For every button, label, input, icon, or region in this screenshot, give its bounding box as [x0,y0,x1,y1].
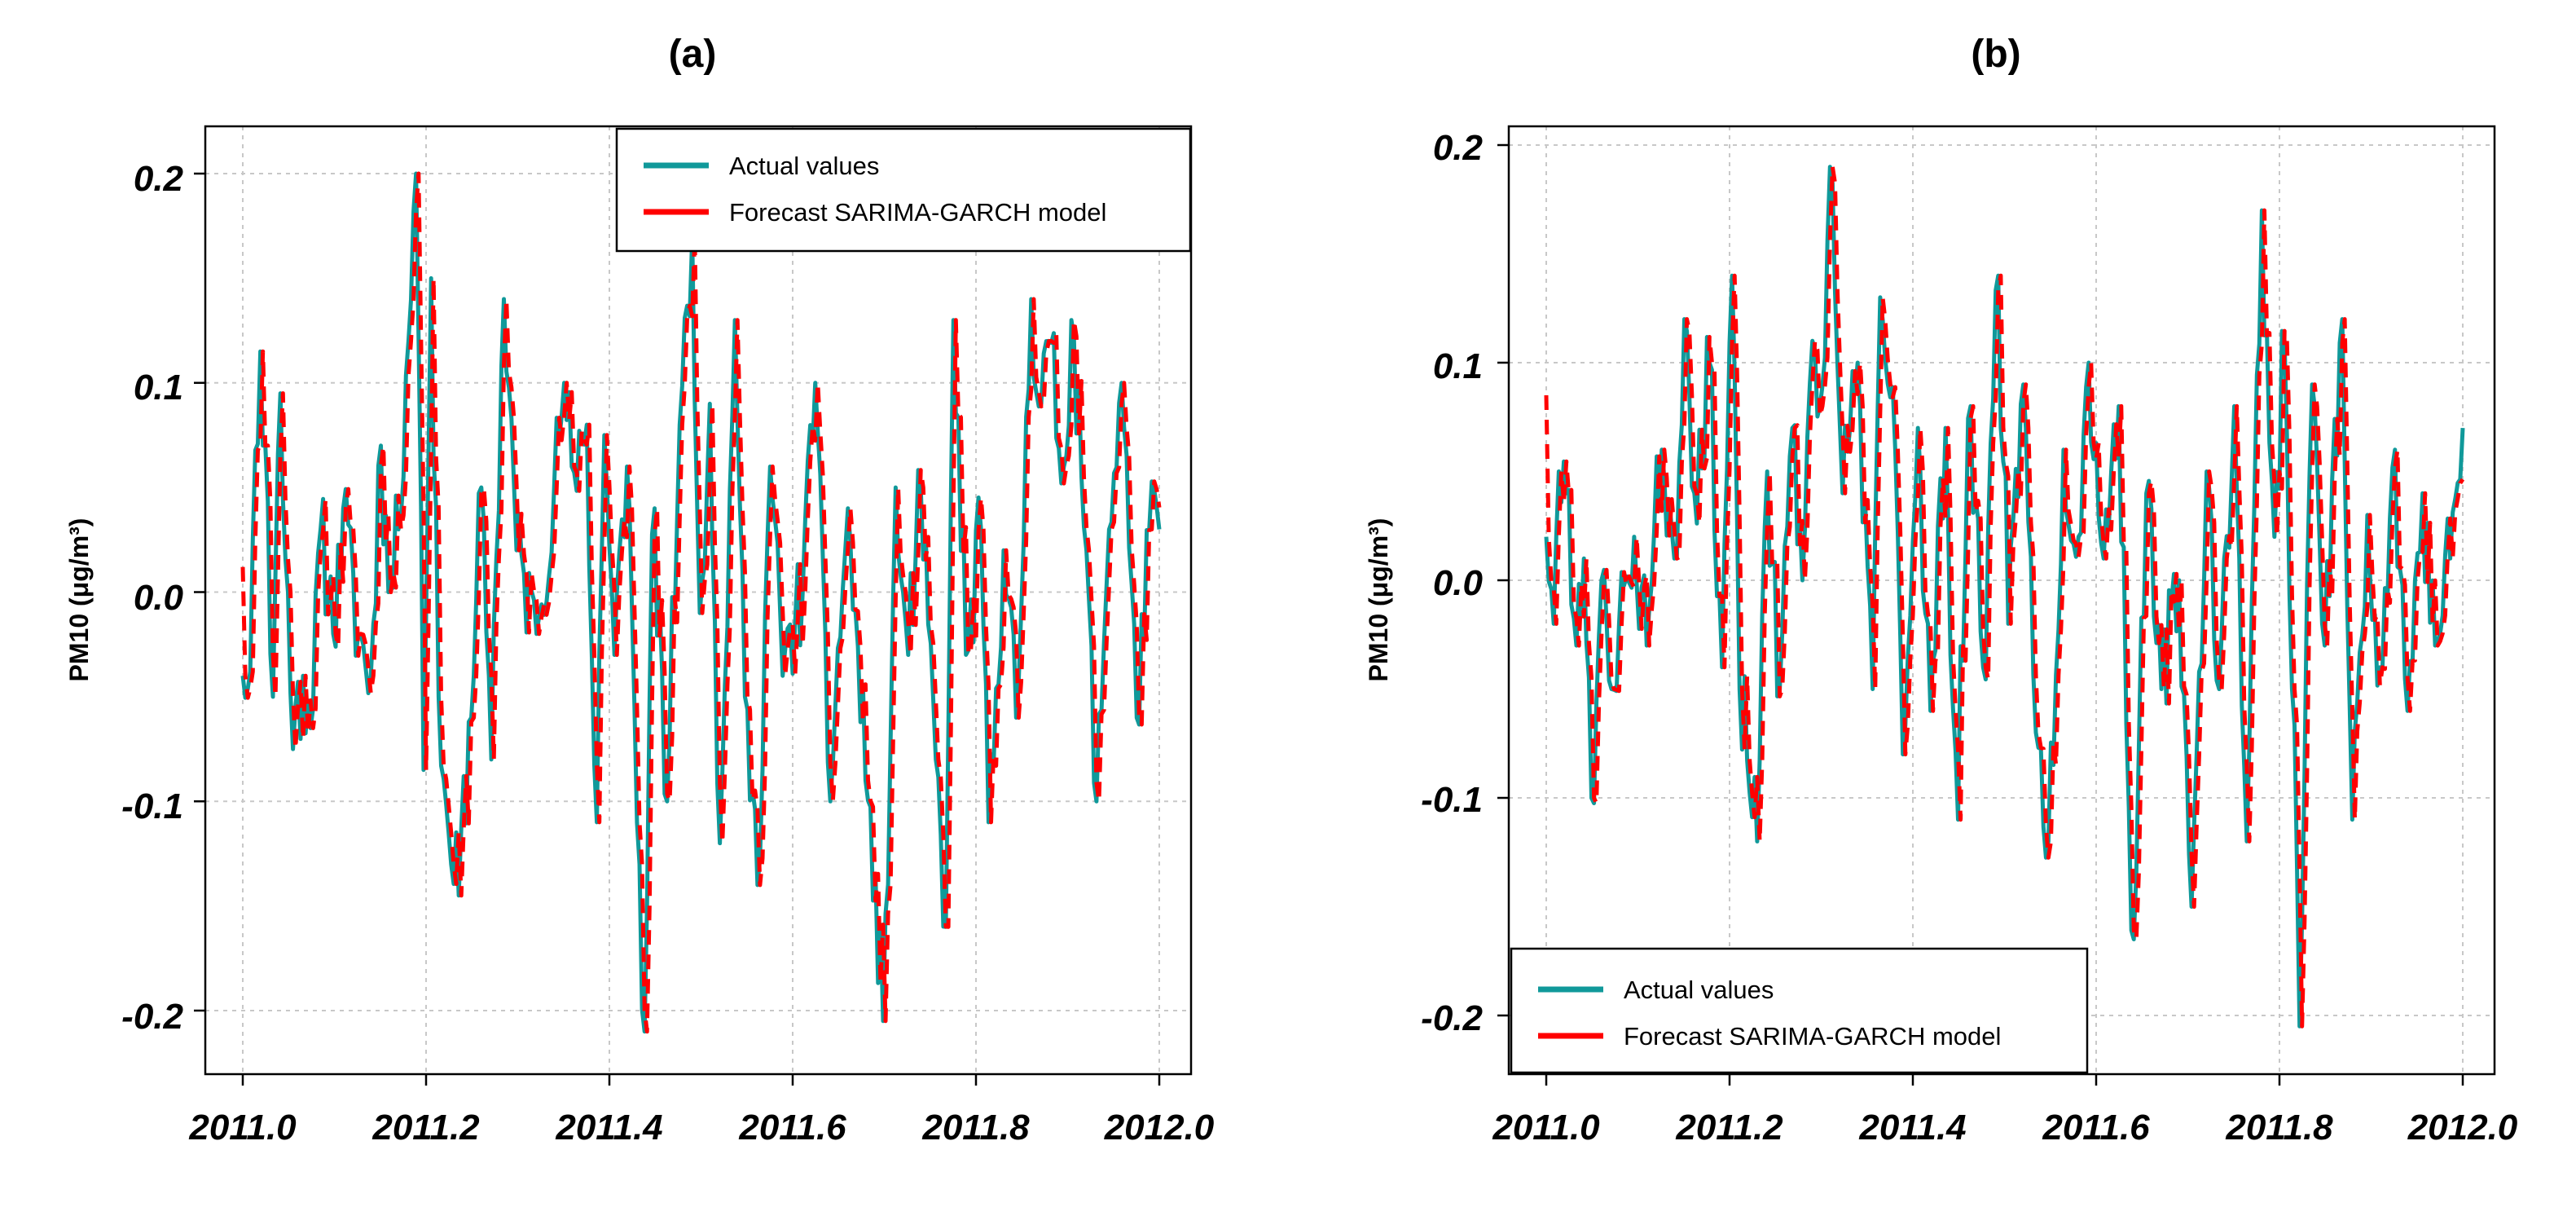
panel-a-x-ticks: 2011.0 2011.2 2011.4 2011.6 2011.8 2012.… [188,1108,1214,1148]
panel-a-frame [204,125,1193,1076]
panel-b-y-tick: 0.0 [1433,563,1484,603]
panel-b-y-axis-label: PM10 (μg/m³) [1364,518,1393,682]
panel-b-x-tick: 2011.2 [1675,1108,1783,1148]
panel-b-y-tick: -0.1 [1421,780,1483,820]
panel-a-legend-actual-label: Actual values [729,152,879,180]
panel-b-plot [1544,165,2465,1029]
panel-b-legend-forecast-label: Forecast SARIMA-GARCH model [1624,1022,2001,1051]
panel-a-y-ticks: 0.2 0.1 0.0 -0.1 -0.2 [121,159,183,1037]
panel-b-x-tick: 2011.6 [2042,1108,2150,1148]
panel-b-x-tick: 2011.8 [2225,1108,2333,1148]
panel-b-x-tick: 2011.4 [1858,1108,1966,1148]
panel-a-legend: Actual values Forecast SARIMA-GARCH mode… [615,127,1192,253]
panel-b-legend-actual-label: Actual values [1624,976,1774,1004]
panel-a-y-tick: 0.1 [134,368,183,407]
panel-a-x-tick: 2012.0 [1104,1108,1215,1148]
panel-b-frame [1507,125,2496,1076]
panel-b-title: (b) [1971,33,2020,76]
panel-b-legend: Actual values Forecast SARIMA-GARCH mode… [1510,947,2089,1074]
panel-b-legend-box [1510,947,2089,1074]
panel-b-x-ticks: 2011.0 2011.2 2011.4 2011.6 2011.8 2012.… [1492,1108,2517,1148]
panel-b-y-ticks: 0.2 0.1 0.0 -0.1 -0.2 [1421,128,1483,1038]
panel-a-legend-box [615,127,1192,253]
panel-b-y-tick: -0.2 [1421,998,1483,1038]
panel-a-x-tick: 2011.2 [371,1108,480,1148]
forecast-sarima-garch-line [240,171,1162,1034]
panel-a-x-tick: 2011.0 [188,1108,297,1148]
panel-b: (b) 0.2 0.1 0.0 -0.1 -0.2 2011.0 2011.2 … [1364,33,2518,1148]
panel-a-x-tick: 2011.6 [738,1108,846,1148]
panel-a: (a) 0.2 0.1 0.0 -0.1 -0.2 2011.0 2011.2 … [64,33,1215,1148]
panel-a-title: (a) [669,33,717,76]
forecast-sarima-garch-line [1544,165,2465,1029]
panel-a-plot [240,171,1162,1034]
panel-a-x-tick: 2011.4 [555,1108,662,1148]
panel-b-x-tick: 2012.0 [2407,1108,2518,1148]
actual-values-line [1544,165,2465,1029]
panel-a-y-tick: 0.0 [134,578,184,618]
panel-a-y-tick: -0.1 [121,786,183,826]
panel-a-y-tick: 0.2 [134,159,184,199]
panel-b-y-tick: 0.1 [1433,346,1483,386]
panel-a-y-tick: -0.2 [121,997,183,1037]
panel-a-x-tick: 2011.8 [921,1108,1030,1148]
panel-b-x-tick: 2011.0 [1492,1108,1600,1148]
panel-a-grid [194,126,1191,1086]
panel-a-legend-forecast-label: Forecast SARIMA-GARCH model [729,198,1106,227]
panel-a-y-axis-label: PM10 (μg/m³) [64,518,94,682]
panel-b-y-tick: 0.2 [1433,128,1484,168]
